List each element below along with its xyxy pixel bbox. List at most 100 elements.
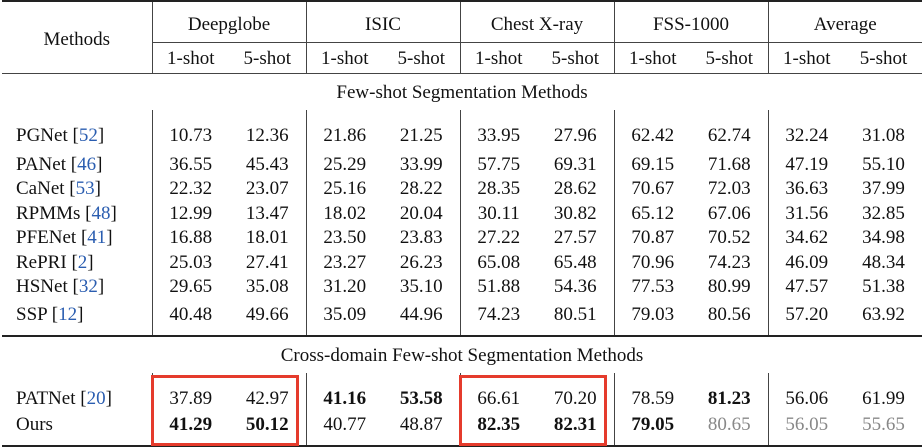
value-cell: 28.22 — [399, 178, 443, 200]
group-header-fss1000: FSS-1000 — [613, 0, 768, 43]
table-row: PFENet [41] 16.88 18.01 23.50 23.83 27.22 27.5… — [2, 225, 922, 250]
citation-link[interactable]: 32 — [78, 276, 98, 298]
citation-link[interactable]: 48 — [91, 202, 111, 224]
value-cell: 41.16 — [305, 373, 383, 415]
method-cell: CaNet [53] — [16, 178, 101, 200]
value-cell: 35.09 — [305, 299, 383, 336]
value-cell: 49.66 — [245, 303, 289, 325]
value-cell: 32.85 — [862, 202, 905, 224]
value-cell: 33.99 — [399, 153, 443, 175]
section-header-row: Few-shot Segmentation Methods — [2, 73, 922, 110]
value-cell: 70.96 — [613, 250, 691, 275]
shot-header: 5-shot — [243, 47, 292, 69]
value-cell: 78.59 — [613, 373, 691, 415]
value-cell: 34.62 — [767, 225, 845, 250]
value-cell: 31.08 — [862, 125, 905, 146]
table-row: HSNet [32] 29.65 35.08 31.20 35.10 51.88 54.36… — [2, 274, 922, 299]
value-cell: 34.98 — [862, 227, 905, 249]
value-cell: 72.03 — [707, 178, 751, 200]
value-cell: 37.99 — [862, 178, 905, 200]
value-cell: 18.02 — [305, 201, 383, 226]
value-cell: 65.12 — [613, 201, 691, 226]
citation-link[interactable]: 52 — [78, 125, 98, 146]
shot-header: 5-shot — [551, 47, 600, 69]
value-cell: 46.09 — [767, 250, 845, 275]
method-cell: PFENet [41] — [16, 227, 113, 249]
group-header-isic: ISIC — [305, 0, 460, 43]
value-cell: 27.57 — [553, 227, 597, 249]
citation-link[interactable]: 46 — [77, 153, 97, 175]
table-row: RePRI [2] 25.03 27.41 23.27 26.23 65.08 65.48 7… — [2, 250, 922, 275]
header-row-datasets: Methods Deepglobe ISIC Chest X-ray FSS-1… — [2, 0, 922, 74]
method-name: CaNet — [16, 178, 65, 200]
table-row: RPMMs [48] 12.99 13.47 18.02 20.04 30.11 30.82… — [2, 201, 922, 226]
value-cell: 82.31 — [537, 415, 614, 447]
value-cell: 31.56 — [767, 201, 845, 226]
shot-header: 5-shot — [705, 47, 754, 69]
group-header-deepglobe: Deepglobe — [151, 0, 306, 43]
value-cell: 65.08 — [459, 250, 537, 275]
value-cell: 47.57 — [767, 274, 845, 299]
citation-link[interactable]: 2 — [77, 251, 88, 273]
method-cell: PANet [46] — [16, 153, 103, 175]
value-cell: 40.48 — [151, 299, 229, 336]
method-cell: PATNet [20] — [16, 388, 112, 409]
value-cell: 30.82 — [553, 202, 597, 224]
value-cell: 33.95 — [459, 110, 537, 152]
table-row: PGNet [52] 10.73 12.36 21.86 21.25 33.95 27.96… — [2, 110, 922, 152]
value-cell: 10.73 — [151, 110, 229, 152]
value-cell: 61.99 — [862, 388, 905, 409]
value-cell: 18.01 — [245, 227, 289, 249]
value-cell: 35.08 — [245, 276, 289, 298]
citation-link[interactable]: 53 — [75, 178, 95, 200]
value-cell: 23.50 — [305, 225, 383, 250]
value-cell: 62.42 — [613, 110, 691, 152]
value-cell: 45.43 — [245, 153, 289, 175]
value-cell: 70.20 — [553, 388, 597, 409]
value-cell: 27.96 — [553, 125, 597, 146]
method-name: PGNet — [16, 125, 68, 146]
citation-link[interactable]: 12 — [58, 303, 78, 325]
value-cell: 56.05 — [767, 415, 845, 447]
shot-header: 1-shot — [613, 42, 691, 74]
value-cell: 40.77 — [305, 415, 383, 447]
value-cell: 47.19 — [767, 152, 845, 177]
value-cell: 32.24 — [767, 110, 845, 152]
value-cell: 66.61 — [459, 373, 537, 415]
shot-header: 5-shot — [859, 47, 908, 69]
value-cell: 80.99 — [707, 276, 751, 298]
value-cell: 27.41 — [245, 251, 289, 273]
value-cell: 70.87 — [613, 225, 691, 250]
citation-link[interactable]: 41 — [87, 227, 107, 249]
value-cell: 29.65 — [151, 274, 229, 299]
header-row-shots: 1-shot 5-shot 1-shot 5-shot 1-shot 5-sho… — [2, 42, 922, 74]
value-cell: 42.97 — [245, 388, 289, 409]
value-cell: 28.35 — [459, 176, 537, 201]
method-cell: RPMMs [48] — [16, 202, 117, 224]
methods-header: Methods — [2, 0, 152, 74]
value-cell: 23.07 — [245, 178, 289, 200]
value-cell: 70.67 — [613, 176, 691, 201]
value-cell: 62.74 — [707, 125, 751, 146]
value-cell: 27.22 — [459, 225, 537, 250]
value-cell: 51.88 — [459, 274, 537, 299]
method-cell: PGNet [52] — [16, 125, 105, 146]
value-cell: 70.52 — [707, 227, 751, 249]
value-cell: 53.58 — [399, 388, 443, 409]
value-cell: 36.55 — [151, 152, 229, 177]
citation-link[interactable]: 20 — [86, 388, 106, 409]
value-cell: 80.65 — [691, 415, 768, 447]
value-cell: 20.04 — [399, 202, 443, 224]
method-name: PANet — [16, 153, 66, 175]
value-cell: 50.12 — [229, 415, 306, 447]
table-row: PANet [46] 36.55 45.43 25.29 33.99 57.75 69.31… — [2, 152, 922, 177]
value-cell: 13.47 — [245, 202, 289, 224]
value-cell: 57.20 — [767, 299, 845, 336]
value-cell: 21.25 — [399, 125, 443, 146]
shot-header: 5-shot — [397, 47, 446, 69]
value-cell: 37.89 — [151, 373, 229, 415]
value-cell: 44.96 — [399, 303, 443, 325]
value-cell: 55.10 — [862, 153, 905, 175]
method-cell: HSNet [32] — [16, 276, 105, 298]
